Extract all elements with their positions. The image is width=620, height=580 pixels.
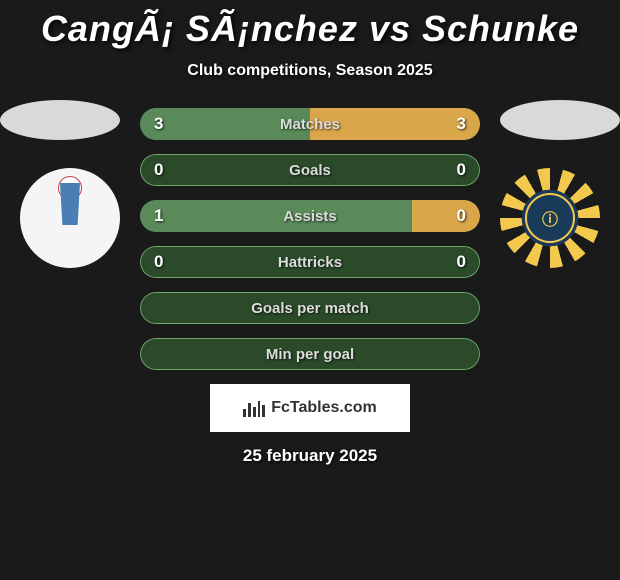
stat-value-left: 3: [154, 114, 163, 134]
comparison-area: CUC ⓘ 3 3 Matches 0 0 Goals 1 0 Assists 0 0 Hattric…: [0, 108, 620, 370]
stat-label: Min per goal: [266, 346, 354, 363]
stat-label: Matches: [280, 116, 340, 133]
player-right-base: [500, 100, 620, 140]
date-text: 25 february 2025: [0, 446, 620, 466]
stat-label: Goals per match: [251, 300, 369, 317]
stat-label: Goals: [289, 162, 331, 179]
stats-list: 3 3 Matches 0 0 Goals 1 0 Assists 0 0 Hattricks Goal…: [140, 108, 480, 370]
stat-row: Min per goal: [140, 338, 480, 370]
stat-row: 0 0 Hattricks: [140, 246, 480, 278]
stat-fill-left: [140, 200, 412, 232]
stat-label: Assists: [283, 208, 336, 225]
stat-fill-right: [412, 200, 480, 232]
subtitle: Club competitions, Season 2025: [0, 62, 620, 80]
stat-row: 1 0 Assists: [140, 200, 480, 232]
player-left-base: [0, 100, 120, 140]
stat-value-right: 3: [457, 114, 466, 134]
team-crest-right: ⓘ: [500, 168, 600, 268]
stat-label: Hattricks: [278, 254, 342, 271]
stat-value-right: 0: [457, 160, 466, 180]
stat-value-left: 0: [154, 160, 163, 180]
stat-row: Goals per match: [140, 292, 480, 324]
team-crest-left: CUC: [20, 168, 120, 268]
crest-right-badge: ⓘ: [525, 193, 575, 243]
stat-value-right: 0: [457, 206, 466, 226]
stat-value-right: 0: [457, 252, 466, 272]
chart-icon: [243, 399, 265, 417]
stat-row: 0 0 Goals: [140, 154, 480, 186]
attribution[interactable]: FcTables.com: [210, 384, 410, 432]
stat-row: 3 3 Matches: [140, 108, 480, 140]
page-title: CangÃ¡ SÃ¡nchez vs Schunke: [0, 0, 620, 50]
attribution-text: FcTables.com: [271, 399, 377, 417]
stat-value-left: 0: [154, 252, 163, 272]
crest-left-shape: [60, 183, 80, 253]
stat-value-left: 1: [154, 206, 163, 226]
